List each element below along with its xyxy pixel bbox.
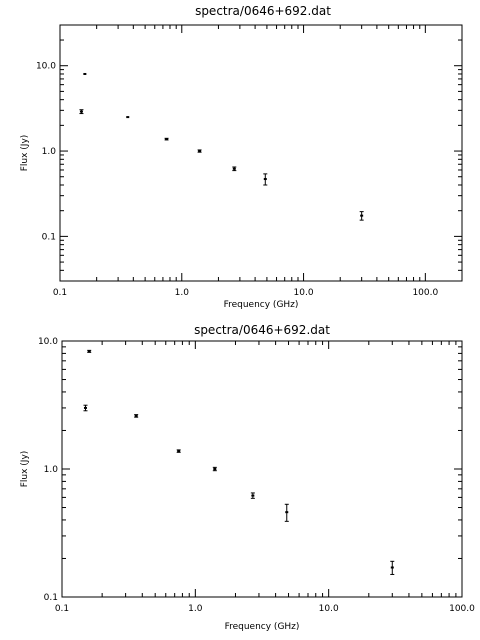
- data-points: [79, 72, 364, 221]
- y-tick-label: 1.0: [44, 465, 59, 475]
- data-marker: [165, 138, 169, 141]
- x-tick-label: 0.1: [55, 604, 69, 614]
- data-point: [197, 149, 202, 153]
- data-point: [83, 404, 88, 412]
- data-marker: [251, 494, 255, 497]
- data-marker: [360, 214, 364, 217]
- data-marker: [83, 406, 87, 409]
- data-marker: [126, 116, 130, 119]
- tick-labels: 0.1 1.0 10.0 100.0 0.1 1.0 10.0: [36, 62, 439, 298]
- axis-ticks: [61, 340, 463, 598]
- x-tick-label: 10.0: [294, 288, 314, 298]
- spectrum-plot-bottom: spectra/0646+692.dat 0.1 1.0 10.0 100.0 0.1 1…: [20, 323, 475, 632]
- plot-frame: [59, 24, 463, 282]
- spectrum-plot-top: spectra/0646+692.dat 0.1 1.0 10.0 100.0 0.1 1…: [20, 4, 463, 310]
- data-point: [126, 116, 130, 119]
- data-marker: [390, 566, 394, 569]
- data-point: [284, 503, 289, 522]
- x-tick-label: 100.0: [449, 604, 475, 614]
- y-tick-label: 1.0: [42, 147, 57, 157]
- y-axis-label: Flux (Jy): [20, 135, 30, 172]
- data-point: [232, 166, 237, 172]
- data-marker: [134, 414, 138, 417]
- data-point: [134, 414, 139, 418]
- data-marker: [263, 178, 267, 181]
- y-axis-label: Flux (Jy): [20, 451, 30, 488]
- data-point: [83, 72, 87, 75]
- data-point: [263, 173, 268, 186]
- axis-ticks: [59, 24, 463, 282]
- x-axis-label: Frequency (GHz): [225, 622, 300, 632]
- data-point: [164, 137, 169, 141]
- data-point: [176, 449, 181, 453]
- x-axis-label: Frequency (GHz): [224, 300, 299, 310]
- data-points: [83, 349, 395, 575]
- y-tick-label: 0.1: [42, 232, 56, 242]
- x-tick-label: 1.0: [188, 604, 203, 614]
- data-marker: [285, 511, 289, 514]
- x-tick-label: 100.0: [412, 288, 438, 298]
- tick-labels: 0.1 1.0 10.0 100.0 0.1 1.0 10.0: [38, 337, 475, 614]
- data-point: [87, 349, 92, 353]
- data-marker: [79, 110, 83, 113]
- data-point: [250, 492, 255, 499]
- y-tick-label: 10.0: [36, 62, 56, 72]
- data-point: [212, 466, 217, 472]
- x-tick-label: 10.0: [319, 604, 339, 614]
- plot-title: spectra/0646+692.dat: [195, 4, 331, 18]
- data-point: [79, 109, 84, 115]
- y-tick-label: 0.1: [44, 593, 58, 603]
- data-point: [359, 211, 364, 221]
- data-marker: [87, 350, 91, 353]
- data-point: [390, 560, 395, 575]
- y-tick-label: 10.0: [38, 337, 58, 347]
- data-marker: [83, 72, 87, 75]
- data-marker: [232, 167, 236, 170]
- plot-title: spectra/0646+692.dat: [194, 323, 330, 337]
- data-marker: [213, 468, 217, 470]
- x-tick-label: 1.0: [175, 288, 190, 298]
- data-marker: [198, 150, 202, 153]
- plot-frame: [61, 340, 463, 598]
- data-marker: [177, 450, 181, 453]
- x-tick-label: 0.1: [53, 288, 67, 298]
